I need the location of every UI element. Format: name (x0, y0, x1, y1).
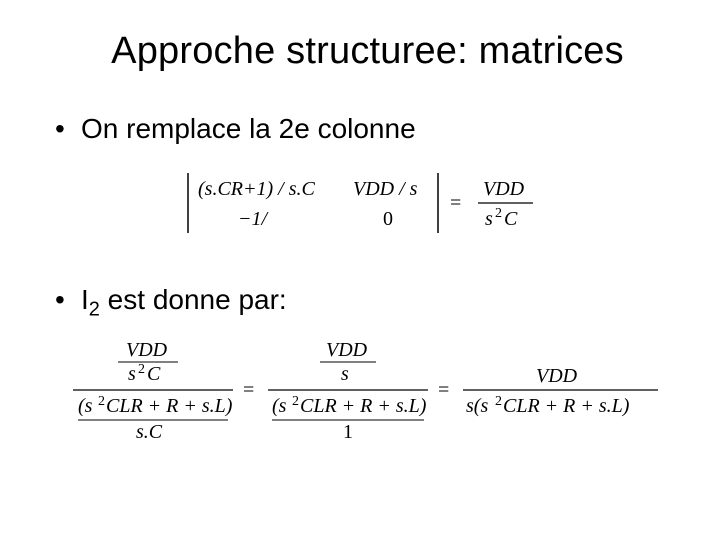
bullet-2-sub: 2 (89, 299, 100, 321)
eq2-f1-top-den-s: s (128, 363, 136, 385)
eq1-equals: = (450, 192, 461, 214)
bullet-2-suffix: est donne par: (100, 284, 287, 315)
eq2-equals1: = (243, 379, 254, 401)
bullet-2-prefix: I (81, 284, 89, 315)
eq1-rhs-den-C: C (504, 208, 518, 230)
eq2-f1-bot-par-exp: 2 (98, 394, 105, 409)
eq2-f2-bot-par-rest: CLR + R + s.L) (300, 395, 427, 417)
eq1-m11: (s.CR+1) / s.C (198, 178, 315, 200)
eq2-f2-bot-one: 1 (343, 421, 353, 443)
eq1-rhs-den-exp: 2 (495, 206, 502, 221)
equation-result: VDD s 2 C (s 2 CLR + R + s.L) s.C = VDD … (55, 338, 680, 448)
eq1-rhs-den-s: s (485, 208, 493, 230)
eq2-f1-top-num: VDD (126, 339, 168, 361)
eq2-f1-top-den-C: C (147, 363, 161, 385)
equation-determinant: (s.CR+1) / s.C VDD / s −1/ 0 = VDD s 2 C (55, 167, 680, 239)
eq2-f3-den-exp: 2 (495, 394, 502, 409)
eq2-f2-top-num: VDD (326, 339, 368, 361)
eq1-m12: VDD / s (353, 178, 418, 200)
eq2-f1-bot-par: (s (78, 395, 93, 417)
bullet-1: On remplace la 2e colonne (55, 113, 680, 145)
slide: Approche structuree: matrices On remplac… (0, 0, 720, 540)
eq2-f2-bot-par-exp: 2 (292, 394, 299, 409)
eq2-f3-num: VDD (536, 365, 578, 387)
eq2-f2-top-den: s (341, 363, 349, 385)
eq2-f2-bot-par: (s (272, 395, 287, 417)
eq2-f1-top-den-exp: 2 (138, 362, 145, 377)
eq1-rhs-num: VDD (483, 178, 525, 200)
eq2-f1-bot-sC: s.C (136, 421, 163, 443)
eq2-f3-den-s: s(s (466, 395, 488, 417)
slide-title: Approche structuree: matrices (55, 30, 680, 73)
eq2-f3-den-rest: CLR + R + s.L) (503, 395, 630, 417)
bullet-2: I2 est donne par: (55, 284, 680, 316)
eq1-m21: −1/ (238, 208, 269, 230)
eq2-f1-bot-par-rest: CLR + R + s.L) (106, 395, 233, 417)
eq2-equals2: = (438, 379, 449, 401)
eq1-m22: 0 (383, 208, 393, 230)
